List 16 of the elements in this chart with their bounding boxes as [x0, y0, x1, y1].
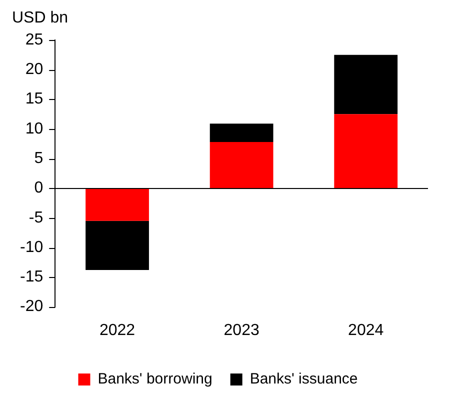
y-tick-label: 20 — [25, 61, 44, 78]
y-axis-title: USD bn — [12, 9, 68, 26]
y-tick-label: 15 — [25, 90, 44, 108]
y-tick-label: -10 — [20, 238, 44, 256]
y-tick-label: 5 — [34, 150, 44, 167]
x-tick-label: 2023 — [224, 322, 260, 339]
y-tick-label: -20 — [20, 298, 44, 316]
y-tick-label: -15 — [20, 268, 44, 286]
y-tick-label: 0 — [34, 180, 44, 197]
legend-label: Banks' borrowing — [98, 370, 212, 388]
legend-label: Banks' issuance — [250, 370, 358, 388]
y-tick-label: 10 — [25, 120, 44, 138]
x-tick-label: 2024 — [348, 322, 384, 339]
y-tick-label: -5 — [28, 209, 44, 226]
y-tick-label: 25 — [25, 31, 44, 48]
x-tick-label: 2022 — [99, 322, 136, 339]
